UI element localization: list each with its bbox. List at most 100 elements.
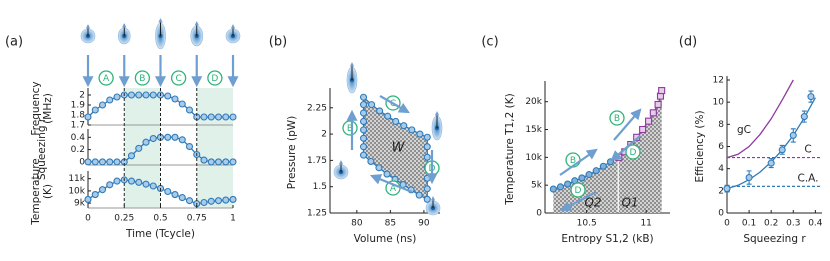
point: [178, 136, 186, 144]
point: [592, 167, 600, 175]
point: [142, 91, 150, 99]
point: [359, 126, 368, 134]
point: [423, 153, 431, 161]
y-tick-label: 2: [718, 186, 724, 196]
point: [745, 173, 753, 182]
panel-label: (b): [269, 35, 287, 50]
point: [423, 185, 431, 193]
stage-label: A: [103, 74, 110, 84]
point: [200, 198, 208, 207]
point: [359, 151, 368, 159]
y-tick-label: 10k: [68, 186, 85, 196]
stage-label: D: [575, 186, 582, 196]
flow-arrow: [560, 191, 597, 212]
hatch-area: [553, 156, 618, 213]
x-axis-label: Time (Tcycle): [125, 228, 195, 240]
point: [98, 186, 107, 194]
flow-arrow: [559, 148, 598, 176]
point: [639, 125, 647, 134]
flow-arrow: [613, 108, 642, 141]
x-axis-label: Volume (ns): [354, 233, 417, 245]
point: [106, 158, 114, 166]
point: [142, 180, 150, 188]
point: [171, 95, 179, 103]
y-tick-label: 4: [718, 164, 724, 174]
point: [376, 107, 384, 115]
point: [149, 182, 157, 190]
area-label: Q2: [584, 196, 601, 210]
point: [599, 162, 607, 170]
y-tick-label: 10: [713, 98, 725, 108]
point: [171, 133, 179, 141]
point: [185, 106, 194, 114]
point: [214, 158, 223, 166]
y-tick-label: 0: [718, 209, 724, 219]
point: [214, 113, 223, 121]
y-tick-label: 1.75: [307, 156, 327, 166]
x-tick-label: 0.5: [153, 214, 167, 224]
point: [200, 113, 208, 121]
y-axis-label: Temperature T1,2 (K): [504, 93, 516, 205]
flow-arrow: [379, 95, 410, 114]
point: [229, 158, 237, 166]
point: [359, 117, 368, 126]
y-tick-label: 2.25: [307, 103, 327, 113]
y-axis-label: Frequency: [30, 81, 42, 135]
x-tick-label: 90: [418, 219, 430, 229]
series-label: gC: [737, 124, 751, 136]
area-label: Q1: [621, 196, 638, 210]
y-axis-label: (MHz): [42, 93, 54, 124]
point: [564, 180, 572, 188]
x-tick-label: 85: [385, 219, 396, 229]
point: [164, 92, 172, 100]
y-tick-label: 8: [718, 120, 724, 130]
point: [423, 174, 431, 182]
point: [368, 101, 376, 109]
point: [207, 113, 215, 121]
point: [359, 134, 368, 142]
point: [392, 117, 400, 126]
point: [649, 109, 657, 117]
point: [98, 101, 107, 109]
point: [171, 191, 179, 199]
point: [84, 113, 92, 121]
point: [800, 113, 808, 121]
point: [91, 191, 99, 199]
point: [415, 191, 423, 199]
y-tick-label: 2: [321, 130, 327, 140]
point: [127, 177, 136, 185]
point: [222, 196, 230, 204]
point: [400, 122, 408, 130]
x-tick-label: 0.4: [808, 219, 823, 229]
flow-arrow: [610, 135, 641, 162]
reference-label: C.A.: [797, 172, 818, 184]
point: [91, 106, 99, 114]
point: [135, 91, 143, 99]
point: [185, 197, 194, 205]
point: [135, 144, 143, 152]
x-tick-label: 0: [85, 214, 91, 224]
point: [113, 158, 121, 166]
stage-marker: [170, 70, 187, 86]
point: [214, 197, 223, 205]
point: [423, 133, 431, 141]
y-tick-label: 1.5: [313, 182, 327, 192]
x-tick-label: 11: [640, 219, 651, 229]
point: [229, 113, 237, 121]
stage-label: B: [614, 114, 620, 124]
area-label: W: [392, 141, 406, 156]
stage-label: C: [175, 74, 181, 84]
point: [789, 131, 797, 139]
point: [229, 195, 237, 203]
y-tick-label: 0: [536, 209, 542, 219]
point: [654, 100, 662, 109]
y-axis-label: (K): [42, 184, 54, 199]
point: [135, 178, 143, 186]
point: [767, 159, 775, 167]
point: [383, 170, 391, 178]
reference-label: C: [804, 144, 811, 156]
y-tick-label: 0.4: [71, 133, 86, 143]
stage-label: B: [570, 156, 576, 166]
point: [658, 87, 666, 95]
y-axis-label: Squeezing r: [36, 117, 48, 180]
